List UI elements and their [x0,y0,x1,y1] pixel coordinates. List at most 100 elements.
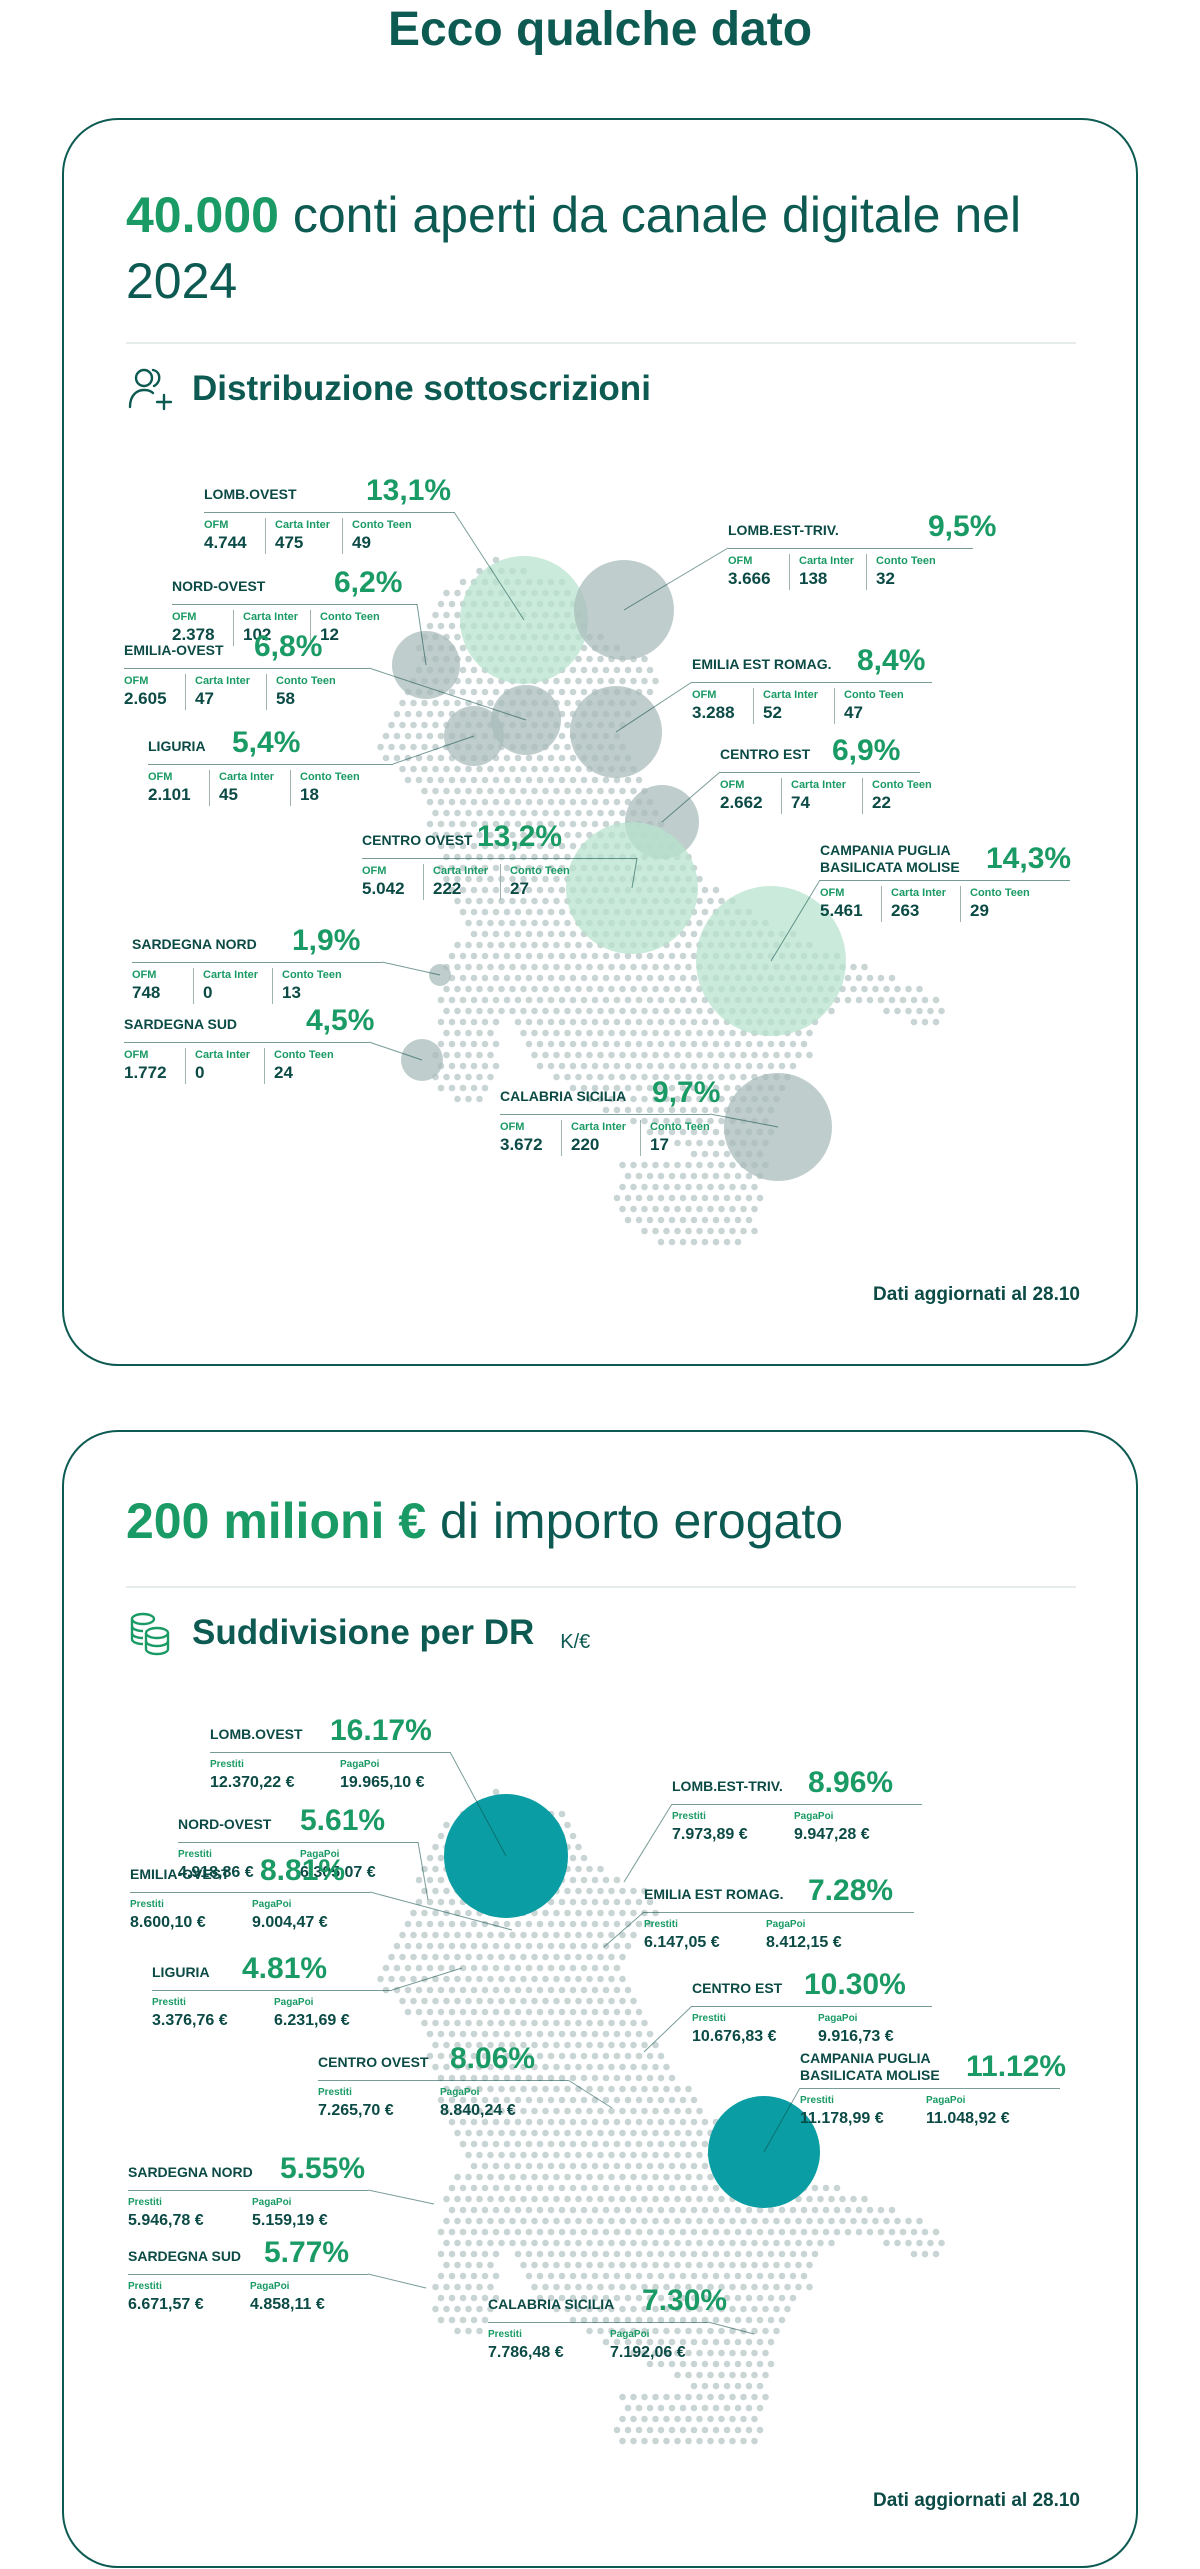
region-underline [148,764,393,765]
leader-line-centro-est [661,771,721,823]
stat-label: Conto Teen [970,887,1030,899]
region-stats: OFM 1.772 Carta Inter 0 Conto Teen 24 [124,1048,355,1084]
stat-conto-teen: Conto Teen 32 [876,554,948,590]
stat-label: OFM [124,1049,149,1061]
region-name: CENTRO OVEST [362,832,473,848]
stat-carta-inter: Carta Inter 138 [799,554,868,590]
stat-label: Conto Teen [282,969,342,981]
leader-line-calabria-sicilia [707,2321,755,2335]
stat-label: PagaPoi [300,1849,340,1860]
stat-prestiti: Prestiti 7.973,89 € [672,1810,794,1846]
stat-ofm: OFM 5.461 [820,886,882,922]
stat-prestiti: Prestiti 12.370,22 € [210,1758,340,1794]
stat-pagapoi: PagaPoi 6.305,07 € [300,1848,400,1884]
region-underline [644,1912,914,1913]
region-stats: OFM 3.666 Carta Inter 138 Conto Teen 32 [728,554,957,590]
stat-value: 32 [876,569,895,588]
leader-line-emilia-ovest [368,667,527,721]
leader-line-lomb-est-triv [623,547,729,611]
region-underline [692,2006,932,2007]
stat-value: 7.786,48 € [488,2344,564,2361]
stat-value: 12.370,22 € [210,1774,295,1791]
stat-label: Prestiti [128,2281,162,2292]
stat-pagapoi: PagaPoi 8.412,15 € [766,1918,866,1954]
region-stats: Prestiti 6.147,05 € PagaPoi 8.412,15 € [644,1918,866,1954]
stat-value: 22 [872,793,891,812]
region-underline [128,2190,368,2191]
stat-prestiti: Prestiti 10.676,83 € [692,2012,818,2048]
region-stats: Prestiti 10.676,83 € PagaPoi 9.916,73 € [692,2012,918,2048]
stat-label: Conto Teen [300,771,360,783]
region-name: NORD-OVEST [178,1816,272,1832]
stat-value: 29 [970,901,989,920]
region-stats: Prestiti 11.178,99 € PagaPoi 11.048,92 € [800,2094,1026,2130]
section-unit: K/€ [560,1631,591,1653]
stat-value: 49 [352,533,371,552]
stat-value: 10.676,83 € [692,2028,777,2045]
stat-label: Carta Inter [571,1121,627,1133]
region-stats: OFM 5.042 Carta Inter 222 Conto Teen 27 [362,864,591,900]
region-percentage: 13,1% [366,474,452,507]
region-underline [124,668,369,669]
region-percentage: 14,3% [986,842,1072,875]
stat-label: OFM [720,779,745,791]
stat-value: 2.662 [720,793,763,812]
region-name: EMILIA-OVEST [124,642,224,658]
stat-value: 2.605 [124,689,167,708]
region-percentage: 5.77% [264,2236,350,2269]
region-underline [152,1990,392,1991]
region-percentage: 7.28% [808,1874,894,1907]
stat-value: 17 [650,1135,669,1154]
region-percentage: 8,4% [857,644,926,677]
stat-prestiti: Prestiti 11.178,99 € [800,2094,926,2130]
stat-value: 220 [571,1135,600,1154]
stat-label: PagaPoi [926,2095,966,2106]
stat-label: Conto Teen [876,555,936,567]
region-stats: OFM 5.461 Carta Inter 263 Conto Teen 29 [820,886,1051,922]
stat-prestiti: Prestiti 7.265,70 € [318,2086,440,2122]
stat-label: OFM [820,887,845,899]
leader-line-lomb-ovest [449,1751,507,1857]
region-percentage: 8.96% [808,1766,894,1799]
stat-pagapoi: PagaPoi 9.004,47 € [252,1898,352,1934]
stat-conto-teen: Conto Teen 29 [970,886,1042,922]
region-underline [318,2080,568,2081]
stat-label: Prestiti [178,1849,212,1860]
leader-line-liguria [392,735,475,765]
region-underline [362,858,637,859]
stat-label: OFM [362,865,387,877]
divider [126,1586,1076,1588]
region-percentage: 11.12% [966,2050,1067,2083]
stat-prestiti: Prestiti 4.918,86 € [178,1848,300,1884]
stat-value: 138 [799,569,828,588]
leader-line-sardegna-sud [368,1041,423,1061]
region-name: EMILIA-OVEST [130,1866,230,1882]
region-stats: Prestiti 4.918,86 € PagaPoi 6.305,07 € [178,1848,400,1884]
stat-conto-teen: Conto Teen 12 [320,610,392,646]
stat-value: 52 [763,703,782,722]
region-percentage: 9,5% [928,510,997,543]
section-header: Suddivisione per DR K/€ [126,1608,590,1658]
stat-value: 58 [276,689,295,708]
region-stats: OFM 2.378 Carta Inter 102 Conto Teen 12 [172,610,401,646]
stat-label: Carta Inter [799,555,855,567]
stat-label: Carta Inter [433,865,489,877]
leader-line-emilia-est-romag [615,681,693,733]
coins-icon [130,1612,170,1656]
region-stats: Prestiti 3.376,76 € PagaPoi 6.231,69 € [152,1996,374,2032]
region-name: CENTRO EST [720,746,811,762]
stat-value: 7.265,70 € [318,2102,394,2119]
stat-value: 4.858,11 € [250,2296,325,2313]
stat-label: PagaPoi [818,2013,858,2024]
stat-ofm: OFM 2.662 [720,778,782,814]
stat-carta-inter: Carta Inter 74 [791,778,863,814]
section-title: Distribuzione sottoscrizioni [192,369,651,408]
stat-carta-inter: Carta Inter 263 [891,886,961,922]
leader-line-centro-ovest [631,857,638,889]
stat-value: 222 [433,879,462,898]
region-name: LIGURIA [148,738,206,754]
region-stats: OFM 3.672 Carta Inter 220 Conto Teen 17 [500,1120,731,1156]
stat-prestiti: Prestiti 6.671,57 € [128,2280,250,2316]
stat-value: 0 [203,983,213,1002]
stat-pagapoi: PagaPoi 9.916,73 € [818,2012,918,2048]
